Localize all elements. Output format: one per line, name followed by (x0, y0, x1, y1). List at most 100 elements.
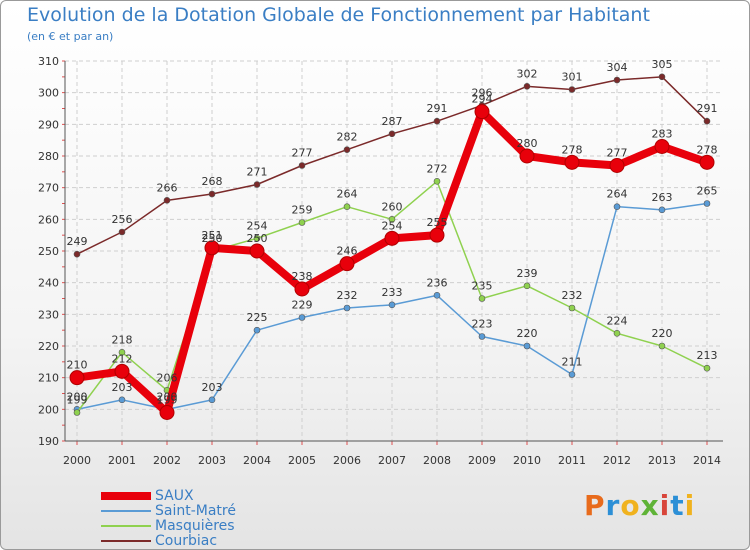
data-point (118, 349, 126, 356)
data-point (523, 83, 531, 90)
data-point (523, 342, 531, 350)
y-tick-label: 300 (38, 87, 59, 100)
data-label: 291 (427, 102, 448, 115)
y-tick-label: 260 (38, 213, 59, 226)
data-label: 280 (517, 137, 538, 150)
data-point (433, 178, 441, 185)
data-label: 200 (157, 390, 178, 403)
x-tick-label: 2002 (153, 454, 181, 467)
data-point (609, 158, 625, 173)
data-point (208, 396, 216, 404)
data-label: 249 (67, 235, 88, 248)
data-label: 264 (607, 188, 628, 201)
data-label: 287 (382, 115, 403, 128)
data-point (163, 197, 171, 204)
legend-swatch (101, 510, 151, 512)
data-label: 302 (517, 67, 538, 80)
legend-swatch (101, 525, 151, 527)
data-label: 251 (202, 229, 223, 242)
data-point (433, 292, 441, 299)
data-point (159, 405, 175, 420)
data-point (73, 250, 81, 258)
data-label: 246 (337, 245, 358, 258)
data-label: 305 (652, 58, 673, 71)
data-label: 200 (67, 390, 88, 403)
data-point (343, 146, 351, 153)
data-label: 255 (427, 216, 448, 229)
chart-title: Evolution de la Dotation Globale de Fonc… (27, 4, 650, 26)
y-tick-label: 210 (38, 372, 59, 385)
y-tick-label: 270 (38, 182, 59, 195)
x-tick-label: 2004 (243, 454, 271, 467)
data-label: 206 (157, 371, 178, 384)
data-label: 294 (472, 93, 493, 106)
data-label: 301 (562, 71, 583, 84)
series-layer (69, 73, 715, 420)
data-label: 232 (562, 289, 583, 302)
data-label: 203 (112, 381, 133, 394)
data-point (339, 256, 355, 272)
data-label: 283 (652, 128, 673, 141)
data-label: 264 (337, 188, 358, 201)
data-point (613, 330, 621, 337)
data-point (568, 371, 576, 378)
data-point (564, 154, 580, 170)
data-point (69, 370, 85, 386)
data-point (433, 117, 441, 125)
legend-swatch (101, 492, 151, 500)
data-point (703, 200, 711, 207)
legend-label: Masquières (155, 518, 235, 534)
data-label: 229 (292, 299, 313, 312)
data-label: 272 (427, 162, 448, 175)
data-label: 218 (112, 333, 133, 346)
y-tick-label: 220 (38, 340, 59, 353)
data-label: 282 (337, 131, 358, 144)
x-tick-label: 2012 (603, 454, 631, 467)
data-point (384, 230, 400, 246)
data-label: 277 (292, 147, 313, 160)
data-label: 199 (157, 394, 178, 407)
data-point (388, 216, 396, 223)
data-point (343, 304, 351, 312)
data-point (613, 203, 621, 210)
data-label: 203 (202, 381, 223, 394)
data-label: 265 (697, 185, 718, 198)
y-tick-label: 240 (38, 277, 59, 290)
data-label: 210 (67, 359, 88, 372)
data-label: 254 (247, 219, 268, 232)
x-tick-label: 2006 (333, 454, 361, 467)
data-point (658, 342, 666, 350)
y-tick-label: 200 (38, 403, 59, 416)
y-tick-label: 310 (38, 55, 59, 68)
y-tick-label: 230 (38, 308, 59, 321)
data-label: 199 (67, 394, 88, 407)
x-tick-label: 2009 (468, 454, 496, 467)
data-point (253, 181, 261, 188)
data-point (478, 295, 486, 302)
data-label: 304 (607, 61, 628, 74)
data-label: 256 (112, 213, 133, 226)
data-label: 213 (697, 349, 718, 362)
data-point (388, 130, 396, 138)
data-label: 268 (202, 175, 223, 188)
data-point (613, 76, 621, 84)
x-tick-label: 2005 (288, 454, 316, 467)
data-point (208, 190, 216, 198)
x-tick-label: 2003 (198, 454, 226, 467)
data-label: 239 (517, 267, 538, 280)
data-point (114, 363, 130, 379)
y-tick-label: 250 (38, 245, 59, 258)
data-point (253, 326, 261, 334)
x-tick-label: 2014 (693, 454, 721, 467)
data-point (388, 301, 396, 309)
data-point (253, 235, 261, 242)
data-point (658, 206, 666, 214)
data-label: 232 (337, 289, 358, 302)
x-tick-label: 2013 (648, 454, 676, 467)
legend-label: SAUX (155, 488, 194, 504)
x-tick-label: 2010 (513, 454, 541, 467)
data-point (298, 219, 306, 226)
